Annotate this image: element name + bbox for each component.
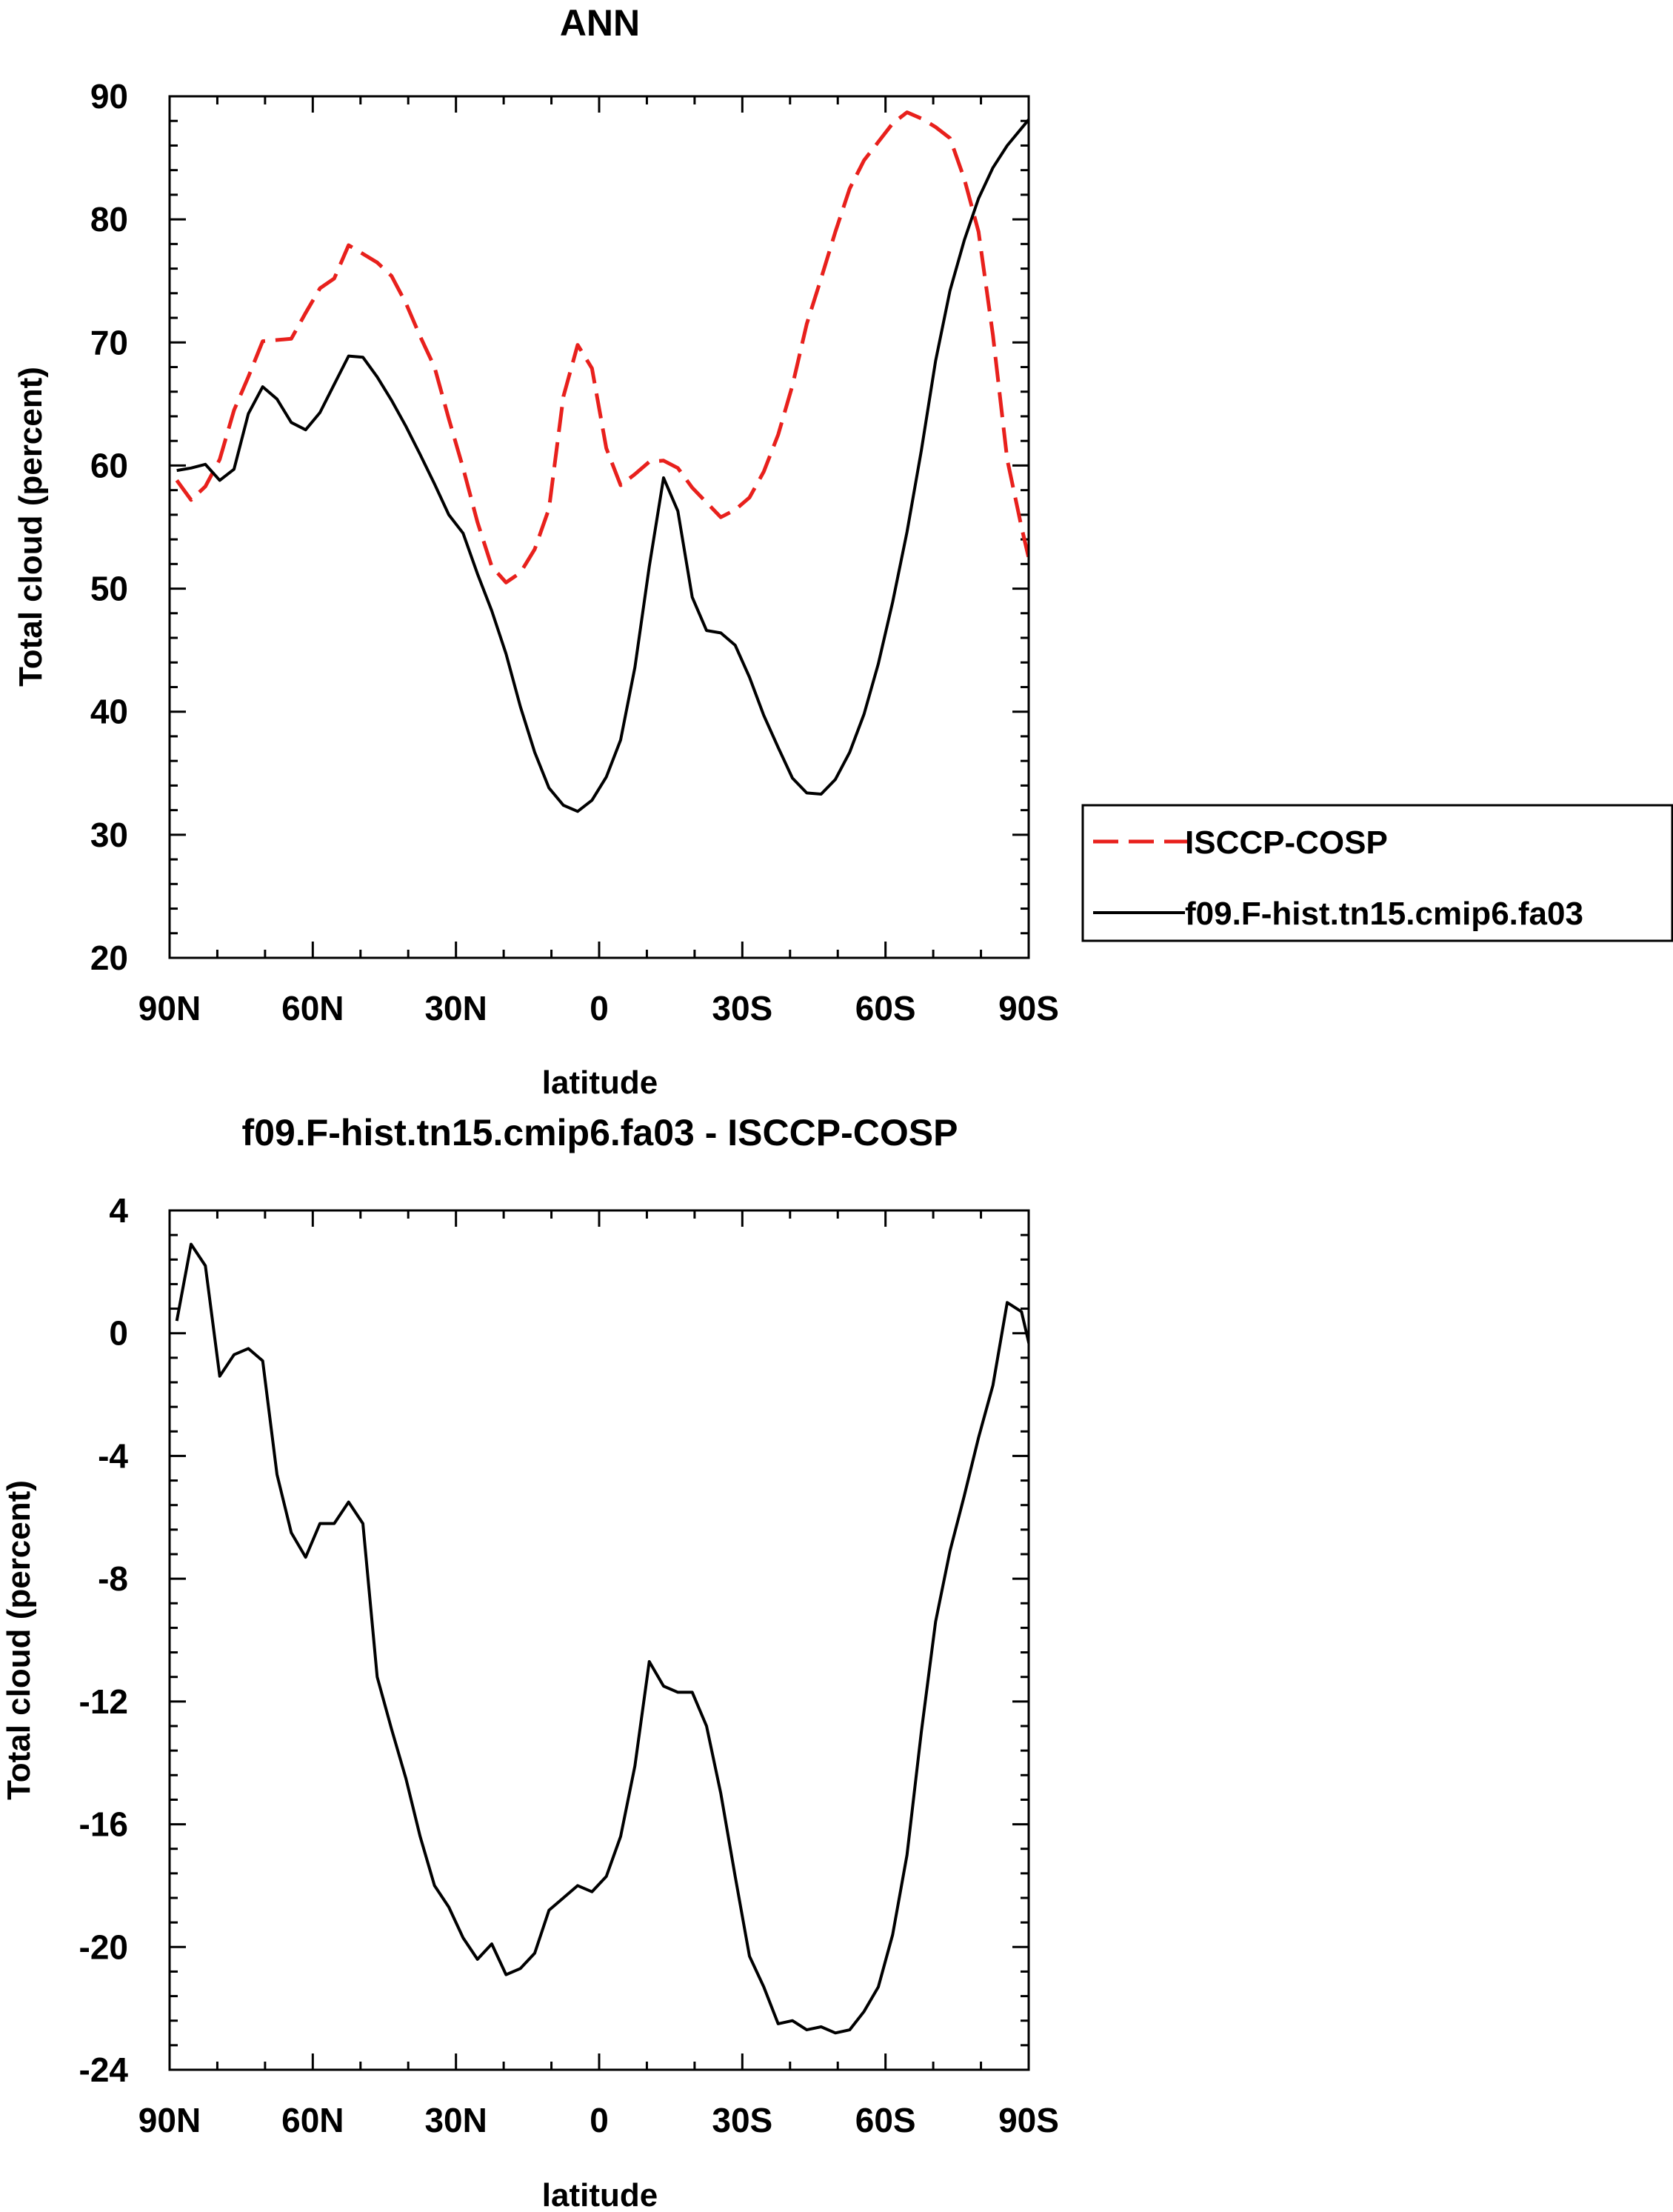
bottom-series-line-0 [175, 1242, 1029, 2035]
top-y-tick-label: 60 [90, 446, 128, 484]
top-y-tick-label: 80 [90, 200, 128, 239]
top-x-tick-labels: 90N 60N 30N 0 30S 60S 90S [138, 989, 1059, 1027]
top-x-tick-label: 30S [712, 989, 772, 1027]
top-y-tick-labels: 90 80 70 60 50 40 30 20 [90, 77, 128, 977]
top-plot-frame [168, 95, 1030, 959]
bottom-y-tick-label: 0 [109, 1314, 128, 1353]
top-y-tick-label: 90 [90, 77, 128, 116]
top-y-axis-label: Total cloud (percent) [13, 367, 49, 687]
top-y-tick-label: 70 [90, 323, 128, 362]
bottom-x-tick-label: 30N [424, 2101, 487, 2139]
top-x-tick-label: 0 [590, 989, 609, 1027]
legend-label-isccp-cosp: ISCCP-COSP [1185, 824, 1388, 861]
bottom-y-tick-label: -20 [79, 1928, 128, 1966]
bottom-x-tick-label: 90N [138, 2101, 201, 2139]
legend-box [1081, 804, 1673, 942]
bottom-y-tick-labels: 4 0 -4 -8 -12 -16 -20 -24 [79, 1191, 129, 2089]
top-x-tick-label: 30N [424, 989, 487, 1027]
legend-label-model: f09.F-hist.tn15.cmip6.fa03 [1185, 896, 1583, 932]
bottom-y-tick-label: -12 [79, 1682, 128, 1721]
bottom-y-axis-label: Total cloud (percent) [1, 1480, 37, 1800]
top-x-tick-label: 60S [855, 989, 916, 1027]
bottom-plot-frame [168, 1209, 1030, 2071]
top-chart-title: ANN [560, 2, 640, 44]
bottom-x-tick-label: 60N [281, 2101, 344, 2139]
bottom-x-tick-label: 60S [855, 2101, 916, 2139]
bottom-y-tick-label: -4 [98, 1436, 128, 1475]
bottom-x-tick-label: 90S [998, 2101, 1059, 2139]
top-x-tick-label: 60N [281, 989, 344, 1027]
top-y-tick-label: 30 [90, 816, 128, 854]
top-y-tick-label: 20 [90, 939, 128, 977]
bottom-panel: f09.F-hist.tn15.cmip6.fa03 - ISCCP-COSP … [1, 1112, 1059, 2212]
top-panel: ANN 90N 60N 30N 0 30S 60S 90S 90 80 70 60 50 40 30 20… [13, 2, 1673, 1101]
bottom-y-tick-label: -24 [79, 2051, 129, 2089]
bottom-chart-title: f09.F-hist.tn15.cmip6.fa03 - ISCCP-COSP [242, 1112, 958, 1153]
legend: ISCCP-COSP f09.F-hist.tn15.cmip6.fa03 [1081, 804, 1673, 942]
top-x-tick-label: 90S [998, 989, 1059, 1027]
bottom-x-tick-label: 30S [712, 2101, 772, 2139]
top-y-tick-label: 40 [90, 693, 128, 731]
top-series-line-isccp-cosp [175, 110, 1029, 584]
bottom-x-tick-label: 0 [590, 2101, 609, 2139]
bottom-plot-lines [175, 1242, 1029, 2035]
bottom-x-tick-labels: 90N 60N 30N 0 30S 60S 90S [138, 2101, 1059, 2139]
top-axis-ticks [168, 95, 1030, 959]
bottom-y-tick-label: -8 [98, 1559, 128, 1598]
top-x-tick-label: 90N [138, 989, 201, 1027]
bottom-x-axis-label: latitude [542, 2177, 658, 2212]
top-y-tick-label: 50 [90, 570, 128, 608]
bottom-y-tick-label: 4 [109, 1191, 128, 1230]
top-plot-lines [175, 110, 1029, 813]
top-series-line-f09-f-hist-tn15-cmip6-fa03 [176, 117, 1029, 813]
bottom-y-tick-label: -16 [79, 1805, 128, 1844]
top-x-axis-label: latitude [542, 1065, 658, 1101]
